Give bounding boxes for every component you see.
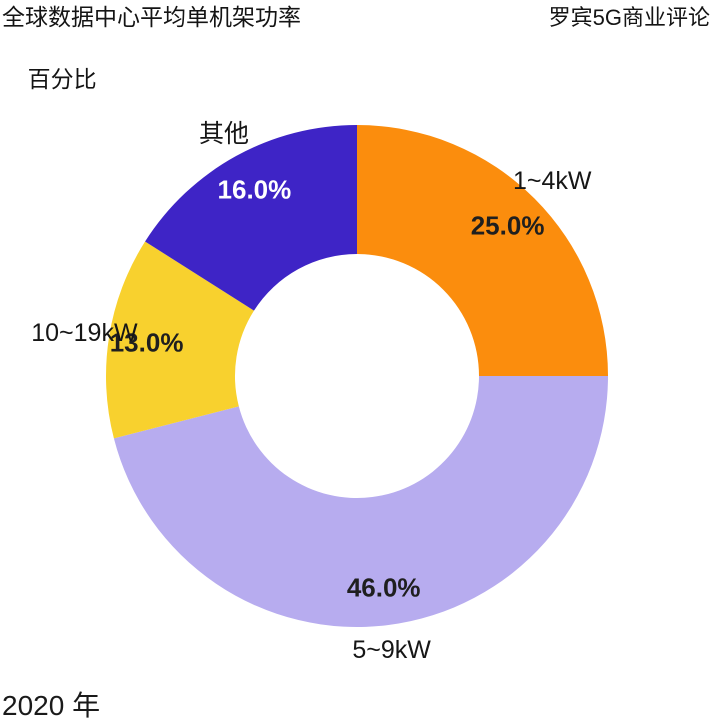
pie-slice-1~4kW (357, 125, 608, 376)
pie-slice-其他 (145, 125, 357, 311)
chart-title: 全球数据中心平均单机架功率 百分比 (2, 2, 301, 126)
chart-title-line2: 百分比 (27, 66, 97, 92)
pie-slice-percent-5~9kW: 46.0% (347, 572, 421, 602)
chart-title-line1: 全球数据中心平均单机架功率 (2, 4, 301, 30)
pie-slice-percent-1~4kW: 25.0% (471, 210, 545, 240)
chart-year-label: 2020 年 (2, 690, 101, 718)
pie-slice-label-1~4kW: 1~4kW (513, 167, 592, 195)
chart-source: 罗宾5G商业评论 (548, 5, 710, 30)
pie-slice-label-10~19kW: 10~19kW (31, 319, 138, 347)
pie-slice-label-5~9kW: 5~9kW (352, 636, 431, 664)
pie-slice-percent-10~19kW: 13.0% (110, 328, 184, 358)
pie-slice-percent-其他: 16.0% (218, 174, 292, 204)
pie-slice-5~9kW (113, 376, 608, 627)
pie-slice-10~19kW (106, 241, 254, 439)
pie-slice-label-其他: 其他 (199, 120, 249, 148)
